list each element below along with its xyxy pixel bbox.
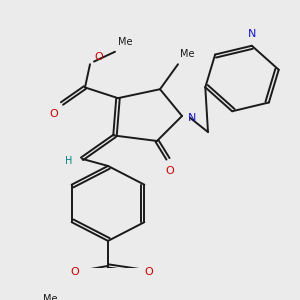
Text: O: O <box>70 267 79 277</box>
Text: O: O <box>144 267 153 277</box>
Text: Me: Me <box>180 49 194 59</box>
Text: H: H <box>64 156 72 166</box>
Text: O: O <box>94 52 103 61</box>
Text: N: N <box>248 28 256 39</box>
Text: N: N <box>188 113 196 123</box>
Text: O: O <box>166 166 174 176</box>
Text: O: O <box>49 109 58 119</box>
Text: Me: Me <box>118 37 133 47</box>
Text: Me: Me <box>44 293 58 300</box>
